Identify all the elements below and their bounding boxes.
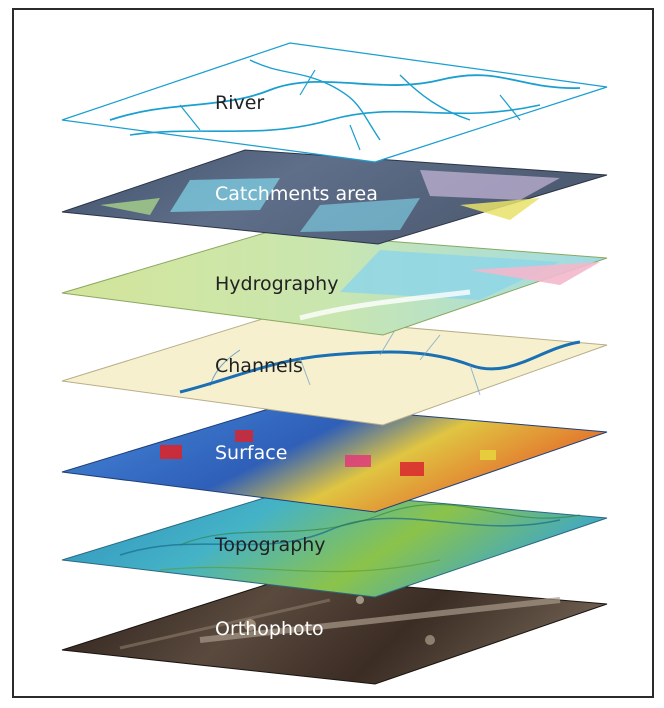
catchments-area-layer (61, 149, 608, 245)
layer-label-surface: Surface (215, 442, 288, 464)
surface-layer (61, 403, 608, 513)
river-layer (61, 42, 608, 163)
layer-label-channels: Channels (215, 355, 303, 377)
channels-layer (61, 315, 608, 426)
layer-label-topography: Topography (215, 534, 326, 556)
orthophoto-layer (61, 576, 608, 685)
layer-label-hydrography: Hydrography (215, 273, 339, 295)
layer-label-catchments-area: Catchments area (215, 183, 378, 205)
layer-label-river: River (215, 92, 265, 114)
layer-label-orthophoto: Orthophoto (215, 618, 324, 640)
topography-layer (61, 489, 608, 598)
hydrography-layer (61, 231, 608, 336)
